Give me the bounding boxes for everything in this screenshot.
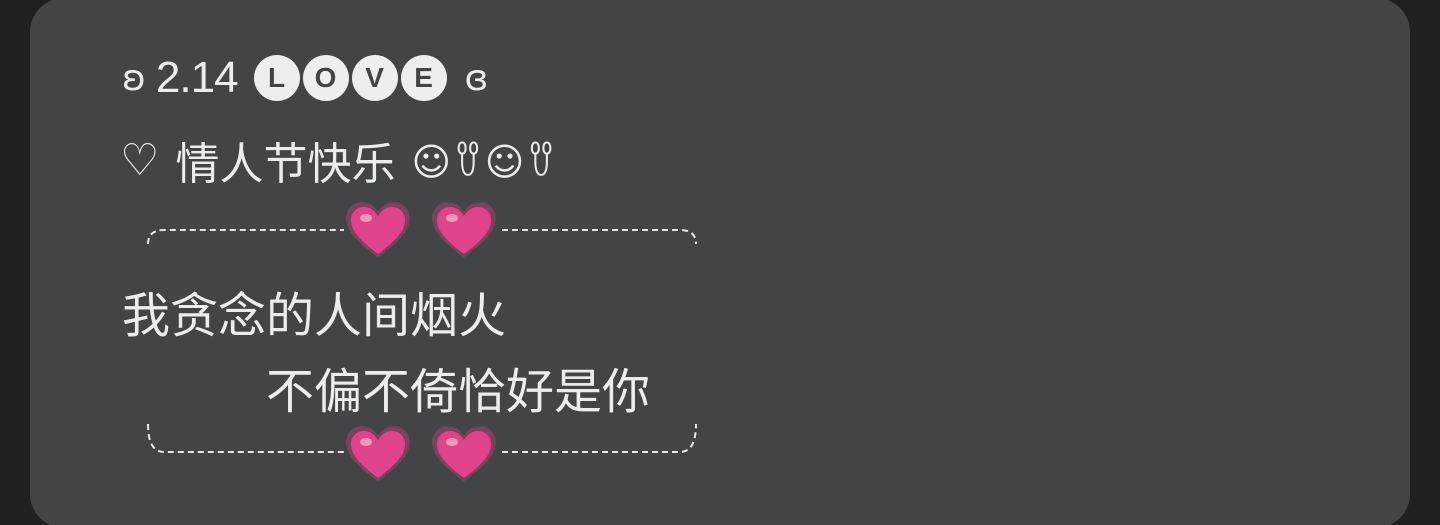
date-text: 2.14 bbox=[155, 53, 239, 102]
greeting-text: 情人节快乐 bbox=[175, 139, 396, 190]
love-letter-bubble: V bbox=[351, 55, 398, 101]
butterfly-right-glyph: ɞ bbox=[464, 57, 489, 99]
heart-icon bbox=[432, 426, 496, 482]
frame-bottom-line bbox=[147, 423, 697, 453]
love-bubbles: L O V E bbox=[253, 55, 447, 101]
heart-outline-icon: ♡ bbox=[120, 134, 160, 186]
frame-bottom-border bbox=[146, 422, 698, 482]
title-line: ʚ 2.14 L O V E ɞ bbox=[122, 48, 488, 108]
frame-top-line bbox=[147, 229, 697, 245]
smiley-decoration: ☺︎ꀎ☺︎ꀎ bbox=[411, 140, 559, 184]
heart-icon bbox=[432, 202, 496, 258]
frame-top-border bbox=[146, 202, 698, 258]
heart-icon bbox=[346, 202, 410, 258]
love-letter-bubble: L bbox=[253, 55, 300, 101]
poem-line-2: 不偏不倚恰好是你 bbox=[266, 364, 651, 420]
love-letter-bubble: E bbox=[400, 55, 447, 101]
poem-line-1: 我贪念的人间烟火 bbox=[122, 288, 507, 344]
greeting-line: ♡ 情人节快乐 ☺︎ꀎ☺︎ꀎ bbox=[120, 130, 559, 191]
heart-icon bbox=[346, 426, 410, 482]
butterfly-left-glyph: ʚ bbox=[122, 57, 146, 99]
love-letter-bubble: O bbox=[302, 55, 349, 101]
